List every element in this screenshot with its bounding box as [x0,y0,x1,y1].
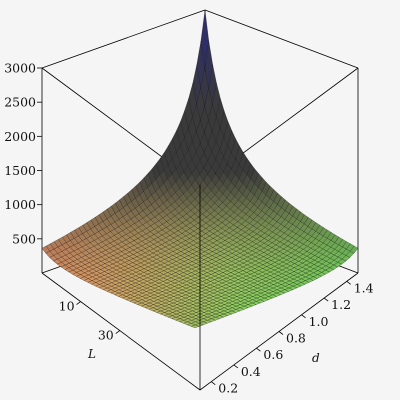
z-tick-label: 3000 [4,61,36,76]
d-axis-title: d [312,351,320,365]
d-tick-mark [256,347,261,352]
l-axis-ticks: 10 30 [59,299,120,343]
l-tick-label: 30 [98,328,114,343]
z-tick-label: 2500 [4,95,36,110]
d-tick-label: 0.4 [241,364,261,379]
l-tick-mark [76,301,81,305]
l-tick-label: 10 [59,299,75,314]
d-tick-label: 1.2 [331,297,351,312]
d-tick-label: 1.4 [354,280,374,295]
z-tick-label: 500 [12,231,36,246]
d-tick-mark [233,364,239,369]
surface-mesh [41,9,359,329]
box-edge [41,9,206,69]
d-tick-label: 0.6 [263,347,283,362]
d-tick-mark [323,297,329,302]
d-tick-mark [301,314,306,319]
z-tick-label: 1000 [4,197,36,212]
z-tick-label: 1500 [4,163,36,178]
d-tick-mark [346,281,351,285]
d-tick-label: 0.8 [286,331,306,346]
z-tick-label: 2000 [4,129,36,144]
d-tick-label: 0.2 [218,381,238,396]
box-edge [41,272,201,391]
d-tick-mark [211,381,216,385]
d-axis-ticks: 0.20.40.60.81.01.21.4 [211,280,374,396]
d-tick-label: 1.0 [309,314,329,329]
surface-cell [190,324,200,329]
box-edge [204,9,359,69]
z-axis-ticks: 500 1000 1500 2000 2500 3000 [4,61,42,246]
l-tick-mark [115,330,120,334]
l-axis-title: L [87,347,96,361]
d-tick-mark [278,331,284,335]
